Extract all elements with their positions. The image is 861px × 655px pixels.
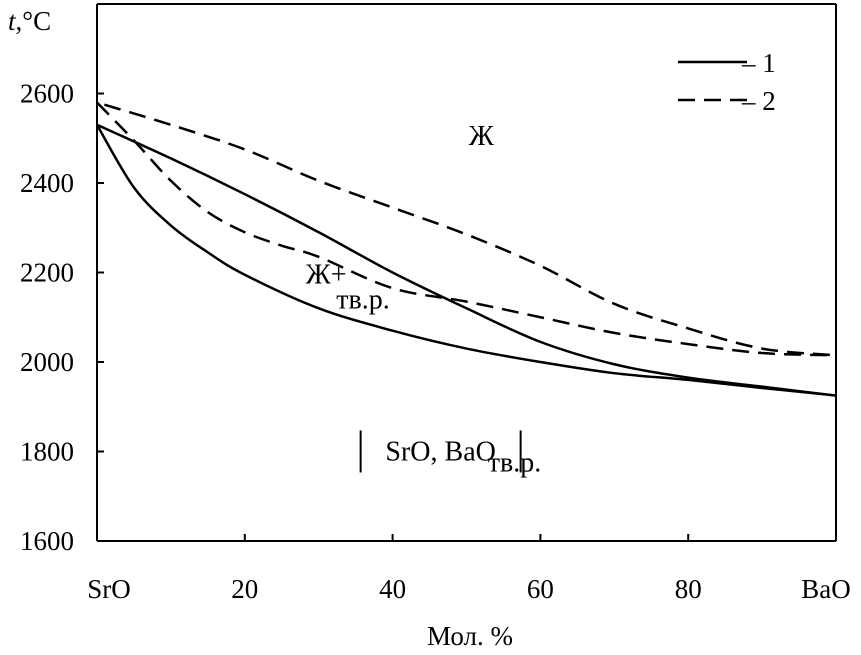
legend-label-1: – 1 <box>741 48 776 78</box>
series-1-solidus-line <box>95 124 837 397</box>
legend-label-2: – 2 <box>741 86 776 116</box>
x-tick-label-3: 60 <box>527 574 554 604</box>
series-group <box>95 101 837 397</box>
series-1-liquidus-line <box>96 123 837 397</box>
y-tick-label-3: 2200 <box>20 258 74 288</box>
x-tick-label-0: SrO <box>87 574 131 604</box>
liquid-solid-region-label: Ж+ <box>306 260 347 291</box>
series-2-solidus-line <box>96 101 837 357</box>
solid-region-label: SrO, BaO <box>385 436 495 467</box>
x-tick-label-2: 40 <box>379 574 406 604</box>
liquid-region-label: Ж <box>469 121 495 152</box>
y-tick-label-5: 2600 <box>20 79 74 109</box>
solid-region-sub: тв.р. <box>488 448 541 479</box>
y-tick-label-0: 1600 <box>20 526 74 556</box>
y-tick-label-2: 2000 <box>20 347 74 377</box>
y-tick-label-4: 2400 <box>20 168 74 198</box>
x-axis-title: Мол. % <box>427 621 513 651</box>
y-axis-title: t,°C <box>8 6 51 36</box>
y-tick-label-1: 1800 <box>20 437 74 467</box>
x-tick-label-4: 80 <box>675 574 702 604</box>
legend: – 1– 2 <box>678 48 776 116</box>
liquid-solid-region-sub: тв.р. <box>336 284 389 315</box>
x-tick-label-5: BaO <box>801 574 851 604</box>
y-axis-title-unit: ,°C <box>16 6 52 36</box>
axes: 1600 1800 2000 2200 2400 2600 SrO 20 40 60 80 BaO t,… <box>8 3 851 651</box>
y-axis-title-symbol: t <box>8 6 17 36</box>
x-tick-label-1: 20 <box>231 574 258 604</box>
